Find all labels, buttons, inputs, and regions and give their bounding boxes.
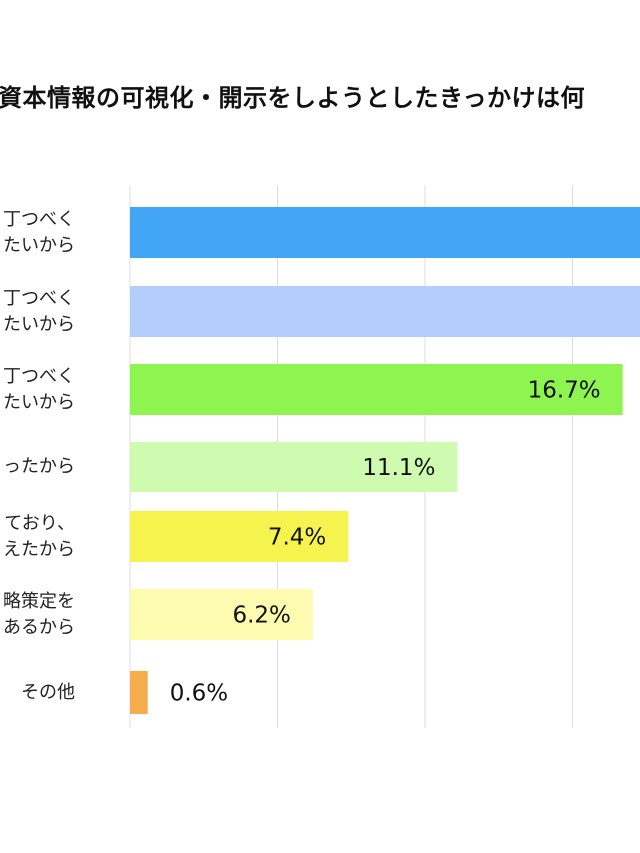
category-label-line: その他: [21, 681, 75, 703]
category-label-line: ったから: [3, 456, 75, 477]
category-label-line: たいから: [3, 234, 75, 256]
bar: [130, 589, 313, 640]
data-label: 0.6%: [170, 681, 228, 707]
category-label-line: あるから: [3, 616, 75, 638]
category-label: 丁つべく たいから: [3, 207, 75, 259]
category-label-line: たいから: [3, 391, 75, 413]
bar: [130, 442, 458, 492]
data-label: 11.1%: [362, 455, 435, 481]
data-label: 7.4%: [268, 525, 326, 551]
bar: [130, 364, 623, 415]
category-label: 略策定を あるから: [3, 589, 75, 641]
category-label: 丁つべく たいから: [3, 364, 75, 416]
data-label: 6.2%: [232, 603, 290, 629]
category-label-line: 丁つべく: [3, 208, 75, 230]
category-label-line: 丁つべく: [3, 365, 75, 387]
category-label: ったから: [3, 454, 75, 480]
bar: [130, 207, 640, 258]
bar: [130, 286, 640, 337]
category-label: その他: [21, 680, 75, 706]
category-label-line: 丁つべく: [3, 287, 75, 309]
category-label-line: ており、: [4, 512, 75, 534]
category-label-line: 略策定を: [3, 590, 75, 612]
bar: [130, 671, 148, 714]
category-label-line: たいから: [3, 313, 75, 335]
bar: [130, 511, 349, 562]
category-label-line: えたから: [3, 538, 75, 560]
category-label: 丁つべく たいから: [3, 286, 75, 338]
category-label: ており、 えたから: [3, 511, 75, 563]
chart-title: 資本情報の可視化・開示をしようとしたきっかけは何: [0, 84, 586, 112]
data-label: 16.7%: [528, 378, 601, 404]
